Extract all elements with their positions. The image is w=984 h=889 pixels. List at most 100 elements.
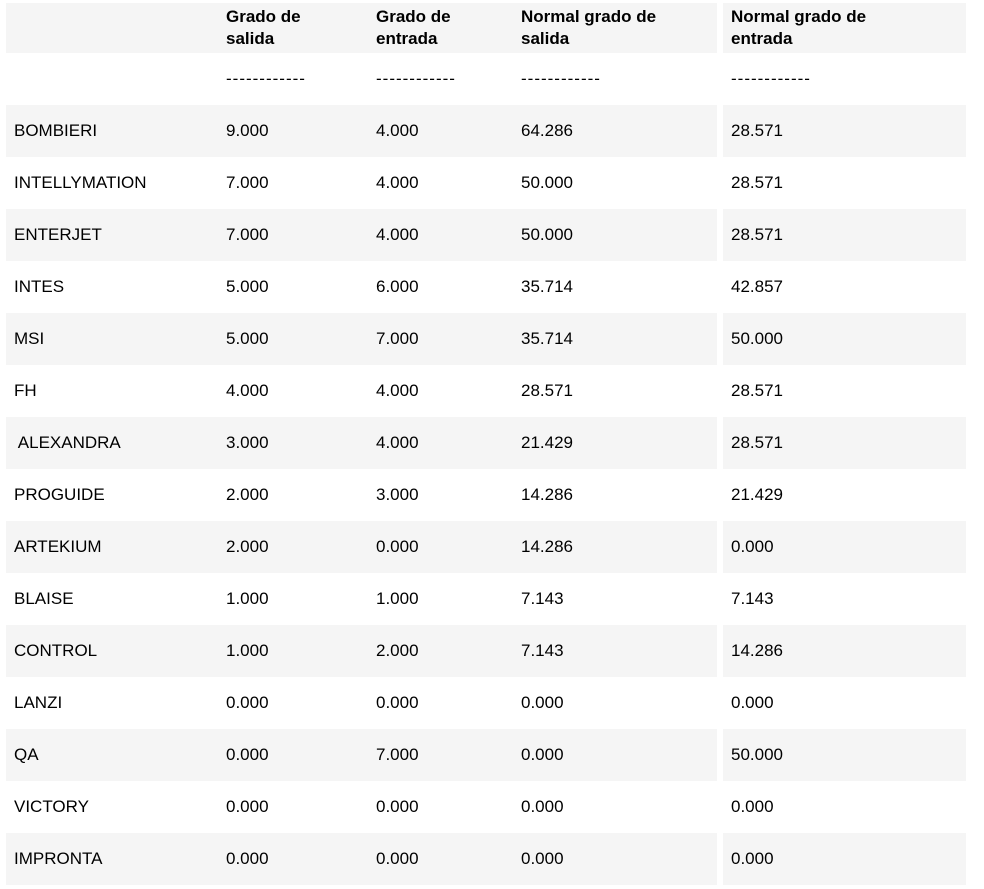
cell-grado-salida: 5.000: [218, 313, 368, 365]
row-label: FH: [14, 381, 37, 400]
row-label: PROGUIDE: [14, 485, 105, 504]
row-label: ALEXANDRA: [6, 417, 218, 469]
cell-grado-entrada: 3.000: [376, 485, 419, 504]
table-row: CONTROL 1.000 2.000 7.143 14.286: [6, 625, 966, 677]
cell-grado-salida: 0.000: [218, 833, 368, 885]
cell-grado-entrada: 0.000: [368, 521, 513, 573]
table-row: BOMBIERI 9.000 4.000 64.286 28.571: [6, 105, 966, 157]
row-label: LANZI: [14, 693, 63, 712]
table-row: PROGUIDE 2.000 3.000 14.286 21.429: [6, 469, 966, 521]
cell-grado-salida: 9.000: [218, 105, 368, 157]
separator-row: ------------ ------------ ------------ -…: [6, 53, 966, 105]
cell-grado-entrada: 4.000: [376, 381, 419, 400]
cell-grado-salida: 2.000: [218, 521, 368, 573]
cell-grado-salida: 1.000: [218, 625, 368, 677]
cell-normal-grado-entrada: 0.000: [717, 781, 966, 833]
table-row: ENTERJET 7.000 4.000 50.000 28.571: [6, 209, 966, 261]
column-header-normal-grado-entrada: Normal grado de entrada: [717, 3, 966, 53]
cell-normal-grado-salida: 14.286: [513, 521, 720, 573]
cell-normal-grado-entrada: 50.000: [717, 729, 966, 781]
table-row: ALEXANDRA 3.000 4.000 21.429 28.571: [6, 417, 966, 469]
cell-grado-salida: 0.000: [218, 729, 368, 781]
separator-cell: ------------: [717, 53, 966, 105]
table-row: IMPRONTA 0.000 0.000 0.000 0.000: [6, 833, 966, 885]
cell-normal-grado-salida: 0.000: [521, 693, 564, 712]
cell-normal-grado-salida: 7.143: [513, 625, 720, 677]
cell-normal-grado-salida: 14.286: [521, 485, 573, 504]
cell-normal-grado-salida: 0.000: [513, 833, 720, 885]
cell-normal-grado-entrada: 28.571: [717, 105, 966, 157]
cell-normal-grado-salida: 64.286: [513, 105, 720, 157]
cell-normal-grado-entrada: 28.571: [717, 209, 966, 261]
cell-grado-entrada: 4.000: [368, 417, 513, 469]
row-label: QA: [6, 729, 218, 781]
cell-grado-salida: 0.000: [226, 693, 269, 712]
cell-normal-grado-entrada: 7.143: [717, 573, 966, 625]
separator-cell-empty: [6, 53, 218, 105]
cell-normal-grado-salida: 0.000: [521, 797, 564, 816]
table-row: ARTEKIUM 2.000 0.000 14.286 0.000: [6, 521, 966, 573]
column-header-normal-grado-salida: Normal grado de salida: [513, 3, 720, 53]
table-row: VICTORY 0.000 0.000 0.000 0.000: [6, 781, 966, 833]
cell-grado-salida: 7.000: [226, 173, 269, 192]
table-row: LANZI 0.000 0.000 0.000 0.000: [6, 677, 966, 729]
cell-normal-grado-salida: 21.429: [513, 417, 720, 469]
cell-normal-grado-salida: 7.143: [521, 589, 564, 608]
cell-grado-entrada: 7.000: [368, 313, 513, 365]
cell-grado-salida: 4.000: [226, 381, 269, 400]
table-row: BLAISE 1.000 1.000 7.143 7.143: [6, 573, 966, 625]
cell-grado-salida: 5.000: [226, 277, 269, 296]
table-row: INTES 5.000 6.000 35.714 42.857: [6, 261, 966, 313]
cell-normal-grado-entrada: 50.000: [717, 313, 966, 365]
cell-grado-entrada: 4.000: [368, 209, 513, 261]
cell-normal-grado-salida: 35.714: [513, 313, 720, 365]
table-row: MSI 5.000 7.000 35.714 50.000: [6, 313, 966, 365]
cell-grado-entrada: 4.000: [368, 105, 513, 157]
cell-normal-grado-salida: 28.571: [521, 381, 573, 400]
cell-grado-salida: 1.000: [226, 589, 269, 608]
table-row: QA 0.000 7.000 0.000 50.000: [6, 729, 966, 781]
cell-normal-grado-entrada: 28.571: [717, 365, 966, 417]
cell-grado-entrada: 6.000: [376, 277, 419, 296]
cell-normal-grado-salida: 50.000: [521, 173, 573, 192]
row-label: INTELLYMATION: [14, 173, 147, 192]
cell-normal-grado-entrada: 21.429: [717, 469, 966, 521]
cell-grado-entrada: 2.000: [368, 625, 513, 677]
row-label: MSI: [6, 313, 218, 365]
cell-normal-grado-entrada: 0.000: [717, 677, 966, 729]
table-row: INTELLYMATION 7.000 4.000 50.000 28.571: [6, 157, 966, 209]
cell-normal-grado-entrada: 42.857: [717, 261, 966, 313]
row-label: INTES: [14, 277, 65, 296]
cell-normal-grado-salida: 35.714: [521, 277, 573, 296]
row-label: ARTEKIUM: [6, 521, 218, 573]
row-label: IMPRONTA: [6, 833, 218, 885]
separator-cell: ------------: [218, 53, 368, 105]
cell-grado-salida: 7.000: [218, 209, 368, 261]
row-label: ENTERJET: [6, 209, 218, 261]
row-label: CONTROL: [6, 625, 218, 677]
row-label: VICTORY: [14, 797, 89, 816]
cell-normal-grado-entrada: 0.000: [717, 521, 966, 573]
cell-grado-entrada: 0.000: [376, 693, 419, 712]
cell-normal-grado-salida: 0.000: [513, 729, 720, 781]
cell-grado-entrada: 1.000: [376, 589, 419, 608]
degree-table: Grado de salida Grado de entrada Normal …: [6, 3, 966, 885]
column-header-grado-salida: Grado de salida: [218, 3, 368, 53]
cell-grado-salida: 3.000: [218, 417, 368, 469]
row-label: BOMBIERI: [6, 105, 218, 157]
cell-normal-grado-entrada: 14.286: [717, 625, 966, 677]
cell-grado-entrada: 4.000: [376, 173, 419, 192]
cell-grado-salida: 2.000: [226, 485, 269, 504]
header-row: Grado de salida Grado de entrada Normal …: [6, 3, 966, 53]
row-label: BLAISE: [14, 589, 74, 608]
cell-normal-grado-salida: 50.000: [513, 209, 720, 261]
column-header-empty: [6, 3, 218, 53]
cell-grado-entrada: 0.000: [368, 833, 513, 885]
column-header-grado-entrada: Grado de entrada: [368, 3, 513, 53]
cell-normal-grado-entrada: 28.571: [717, 157, 966, 209]
cell-normal-grado-entrada: 28.571: [717, 417, 966, 469]
separator-cell: ------------: [368, 53, 513, 105]
cell-grado-entrada: 7.000: [368, 729, 513, 781]
cell-grado-salida: 0.000: [226, 797, 269, 816]
